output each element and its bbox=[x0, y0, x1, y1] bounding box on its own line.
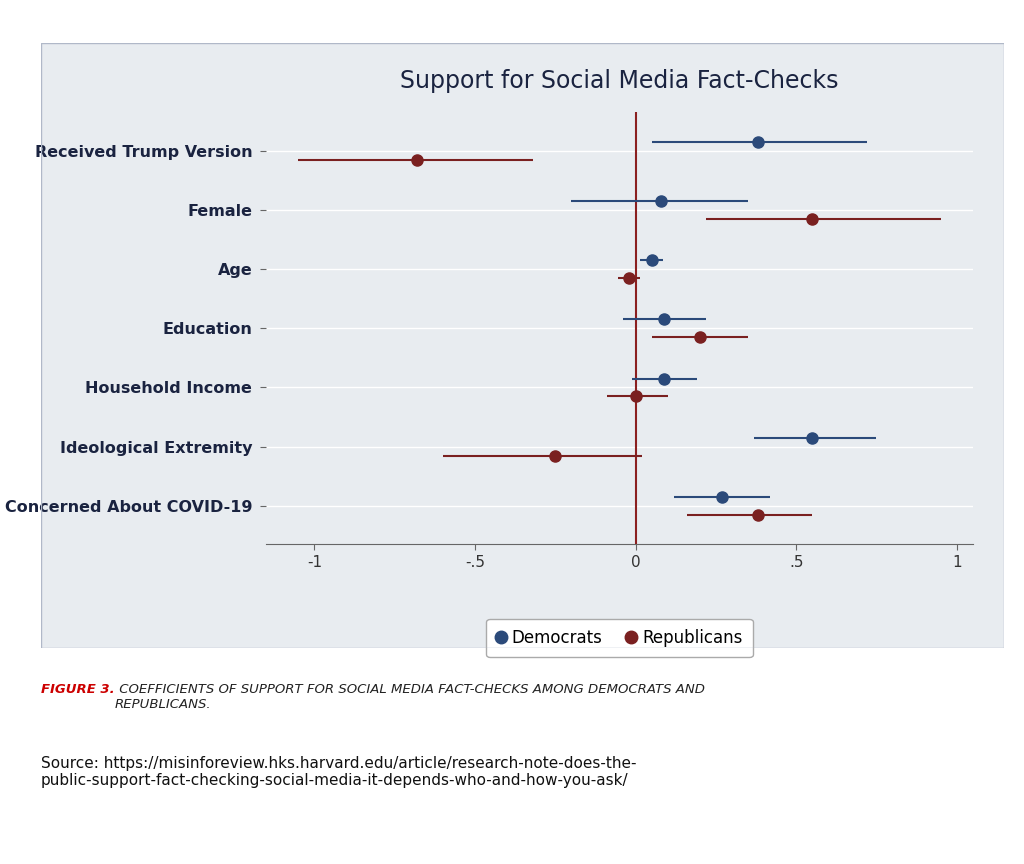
Text: COEFFICIENTS OF SUPPORT FOR SOCIAL MEDIA FACT-CHECKS AMONG DEMOCRATS AND
REPUBLI: COEFFICIENTS OF SUPPORT FOR SOCIAL MEDIA… bbox=[115, 683, 705, 710]
Legend: Democrats, Republicans: Democrats, Republicans bbox=[486, 619, 753, 657]
Text: Support for Social Media Fact-Checks: Support for Social Media Fact-Checks bbox=[400, 69, 839, 93]
Text: FIGURE 3.: FIGURE 3. bbox=[41, 683, 115, 696]
Text: Source: https://misinforeview.hks.harvard.edu/article/research-note-does-the-
pu: Source: https://misinforeview.hks.harvar… bbox=[41, 756, 637, 788]
